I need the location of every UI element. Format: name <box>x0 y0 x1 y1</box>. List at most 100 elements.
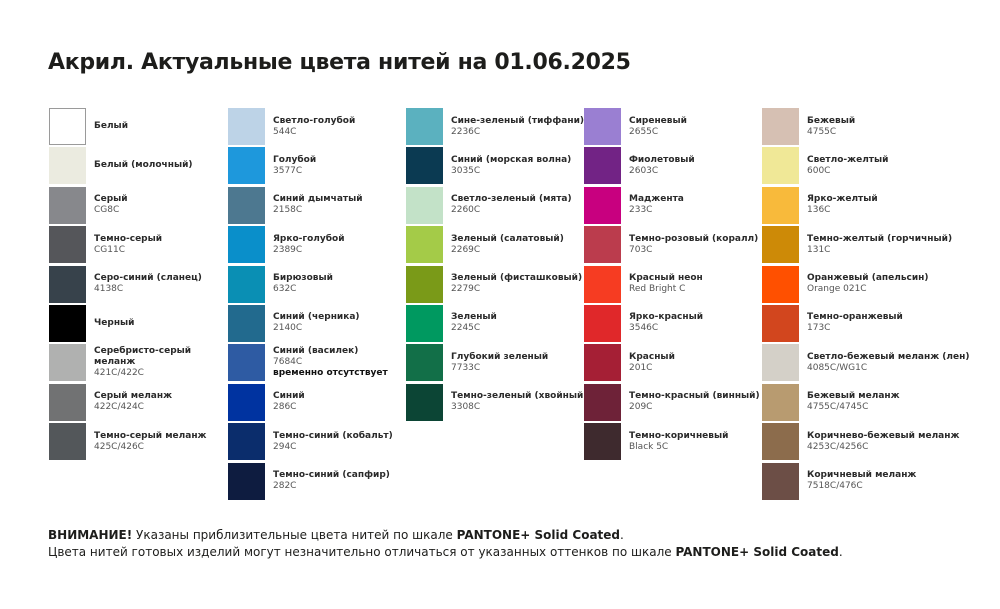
color-name: Красный неон <box>629 273 703 284</box>
color-swatch <box>762 462 799 500</box>
pantone-code: 131C <box>807 244 831 255</box>
color-swatch <box>762 423 799 461</box>
pantone-code: 7733C <box>451 362 481 373</box>
pantone-code: 422C/424C <box>94 402 144 413</box>
color-name: Серый меланж <box>94 391 173 402</box>
color-label: Белый <box>94 108 128 145</box>
color-label: Ярко-голубой 2389C <box>273 226 345 263</box>
color-swatch <box>406 186 443 224</box>
color-label: Темно-зеленый (хвойный) 3308C <box>451 384 587 421</box>
color-label: Белый (молочный) <box>94 147 193 184</box>
color-item: Красный 201C <box>584 344 762 382</box>
color-label: Темно-серый меланж 425C/426C <box>94 423 207 460</box>
color-label: Темно-серый CG11C <box>94 226 162 263</box>
color-label: Фиолетовый 2603C <box>629 147 695 184</box>
color-item: Синий дымчатый 2158C <box>228 186 406 224</box>
color-item: Фиолетовый 2603C <box>584 147 762 185</box>
color-item: Синий (василек) 7684C временно отсутствует <box>228 344 406 382</box>
color-name: Светло-зеленый (мята) <box>451 194 572 205</box>
color-swatch <box>406 226 443 264</box>
pantone-code: 632C <box>273 284 297 295</box>
color-name: Темно-оранжевый <box>807 312 903 323</box>
color-label: Красный неон Red Bright C <box>629 266 703 303</box>
color-name: Темно-коричневый <box>629 430 729 441</box>
pantone-code: 2140C <box>273 323 303 334</box>
pantone-code: 209C <box>629 402 653 413</box>
color-name: Коричневый меланж <box>807 470 917 481</box>
color-name: Темно-красный (винный) <box>629 391 760 402</box>
color-label: Серый CG8C <box>94 187 128 224</box>
pantone-code: 136C <box>807 205 831 216</box>
color-item: Черный <box>49 304 227 342</box>
color-item: Зеленый (салатовый) 2269C <box>406 226 584 264</box>
color-name: Синий (морская волна) <box>451 154 572 165</box>
color-name: Бежевый <box>807 115 856 126</box>
color-label: Бежевый 4755C <box>807 108 855 145</box>
pantone-code: 3546C <box>629 323 659 334</box>
color-item: Светло-зеленый (мята) 2260C <box>406 186 584 224</box>
pantone-code: 2245C <box>451 323 481 334</box>
color-item: Глубокий зеленый 7733C <box>406 344 584 382</box>
pantone-code: 4253C/4256C <box>807 441 869 452</box>
color-item: Ярко-красный 3546C <box>584 304 762 342</box>
color-swatch <box>406 304 443 342</box>
color-swatch <box>584 226 621 264</box>
color-item: Зеленый 2245C <box>406 304 584 342</box>
color-column: Сине-зеленый (тиффани) 2236C Синий (морска… <box>406 108 587 423</box>
pantone-code: 2655C <box>629 126 659 137</box>
color-label: Темно-коричневый Black 5C <box>629 423 728 460</box>
color-name: Темно-серый <box>94 233 163 244</box>
color-swatch <box>49 108 86 145</box>
color-label: Серебристо-серый меланж 421C/422C <box>94 344 214 381</box>
color-item: Ярко-желтый 136C <box>762 186 940 224</box>
color-name: Темно-желтый (горчичный) <box>807 233 953 244</box>
pantone-code: 2603C <box>629 165 659 176</box>
pantone-code: 7518C/476C <box>807 481 863 492</box>
color-swatch <box>228 423 265 461</box>
color-swatch <box>228 108 265 145</box>
color-item: Темно-красный (винный) 209C <box>584 383 762 421</box>
color-swatch <box>406 108 443 145</box>
pantone-code: 201C <box>629 362 653 373</box>
color-swatch <box>762 383 799 421</box>
color-name: Фиолетовый <box>629 154 695 165</box>
color-item: Бирюзовый 632C <box>228 265 406 303</box>
pantone-code: 4085C/WG1C <box>807 362 868 373</box>
pantone-code: 2269C <box>451 244 481 255</box>
color-label: Бежевый меланж 4755C/4745C <box>807 384 900 421</box>
color-swatch <box>762 147 799 185</box>
pantone-code: Orange 021C <box>807 284 867 295</box>
color-item: Ярко-голубой 2389C <box>228 226 406 264</box>
color-swatch <box>228 265 265 303</box>
color-swatch <box>406 265 443 303</box>
color-swatch <box>584 304 621 342</box>
color-label: Серый меланж 422C/424C <box>94 384 172 421</box>
footer-text: Указаны приблизительные цвета нитей по ш… <box>132 528 457 542</box>
color-name: Красный <box>629 351 675 362</box>
color-item: Темно-зеленый (хвойный) 3308C <box>406 383 587 421</box>
color-swatch <box>762 226 799 264</box>
color-swatch <box>584 265 621 303</box>
color-column: Белый Белый (молочный) Серый CG8C Темно-серы… <box>49 108 227 463</box>
color-label: Синий дымчатый 2158C <box>273 187 363 224</box>
color-swatch <box>406 147 443 185</box>
color-label: Синий (василек) 7684C временно отсутствует <box>273 344 388 381</box>
color-item: Темно-серый CG11C <box>49 226 227 264</box>
color-name: Коричнево-бежевый меланж <box>807 430 960 441</box>
color-swatch <box>762 344 799 382</box>
color-item: Маджента 233C <box>584 186 762 224</box>
color-swatch <box>49 344 86 382</box>
color-swatch <box>762 108 799 145</box>
color-item: Коричневый меланж 7518C/476C <box>762 462 940 500</box>
color-swatch <box>49 423 86 461</box>
pantone-code: 3308C <box>451 402 481 413</box>
color-swatch <box>406 383 443 421</box>
pantone-code: 4755C <box>807 126 837 137</box>
color-swatch <box>762 265 799 303</box>
footer-note: ВНИМАНИЕ! Указаны приблизительные цвета … <box>48 527 843 561</box>
pantone-code: 2279C <box>451 284 481 295</box>
pantone-code: CG8C <box>94 205 120 216</box>
color-item: Голубой 3577C <box>228 147 406 185</box>
color-swatch <box>49 226 86 264</box>
color-item: Синий 286C <box>228 383 406 421</box>
